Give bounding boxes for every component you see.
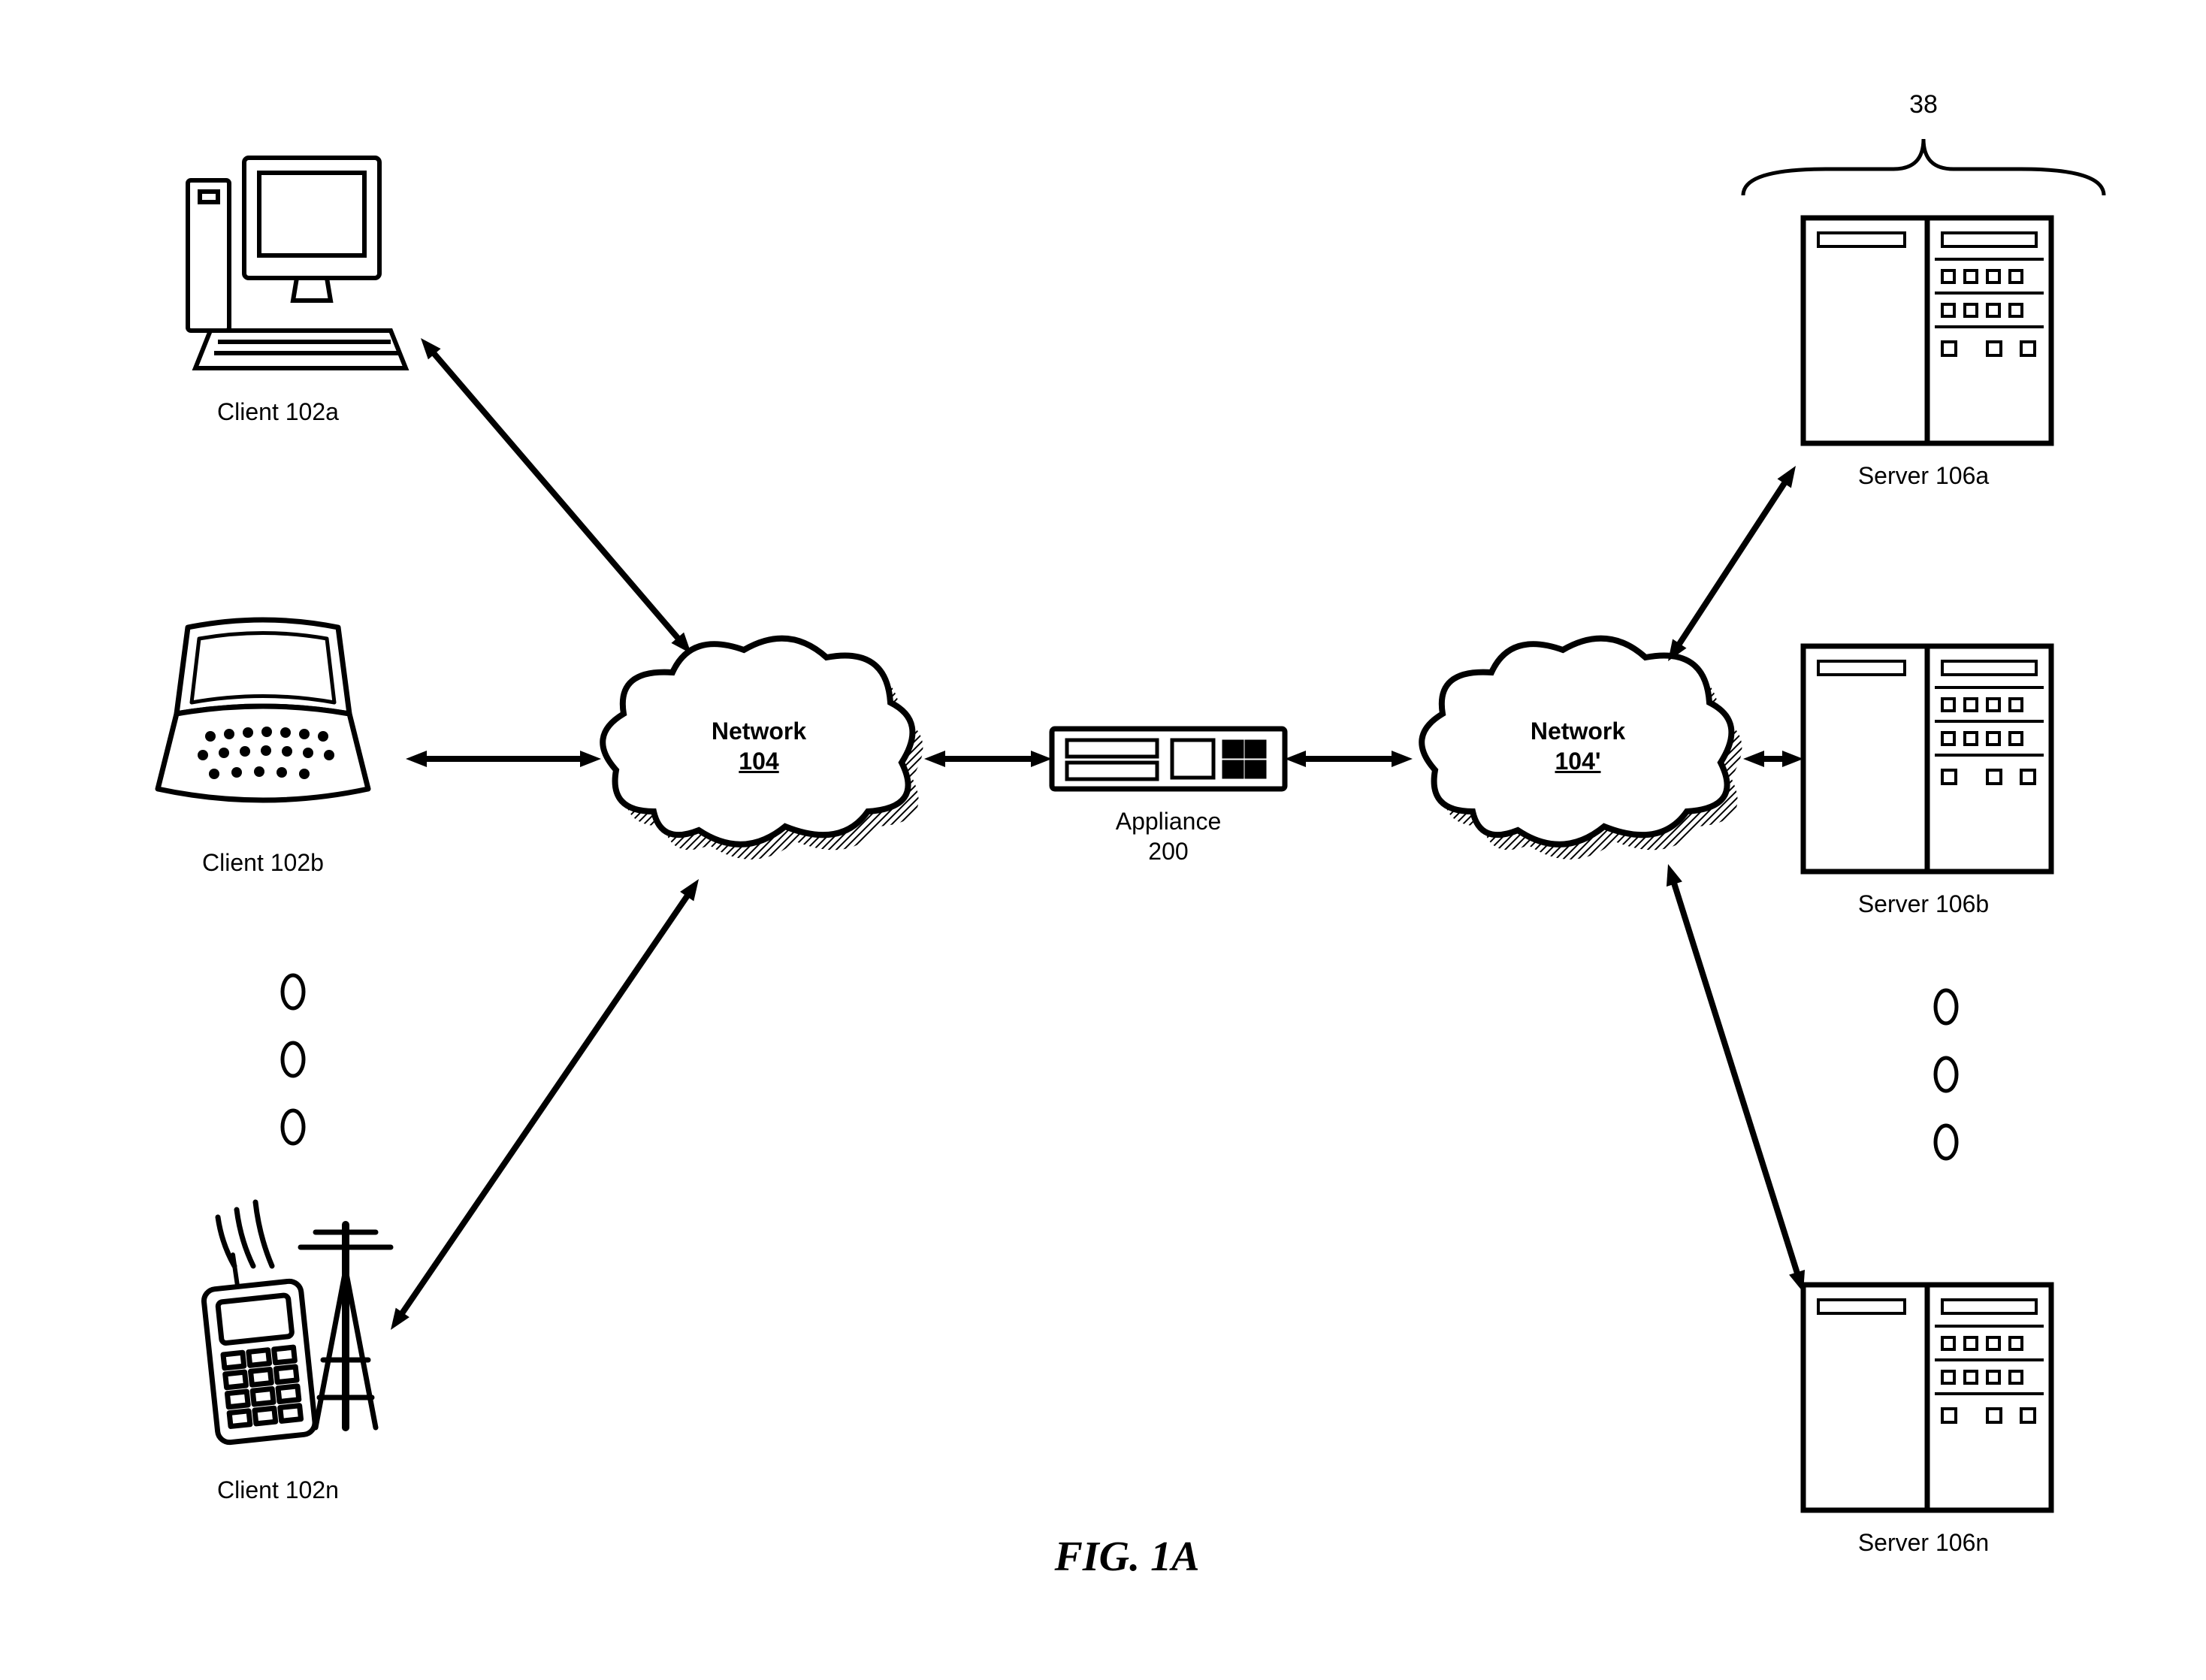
edges-layer [0, 0, 2206, 1680]
